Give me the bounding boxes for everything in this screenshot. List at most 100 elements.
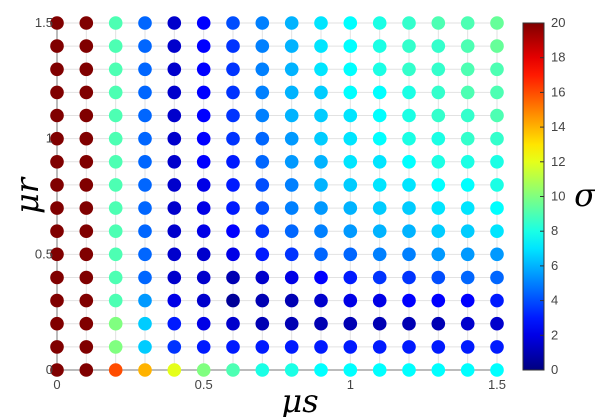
data-point [167, 108, 182, 123]
data-point [79, 155, 94, 169]
data-point [50, 62, 64, 77]
data-point [372, 201, 387, 215]
data-point [108, 155, 123, 169]
data-point [402, 39, 416, 53]
data-point [372, 16, 387, 30]
data-point [50, 224, 64, 238]
data-point [460, 85, 475, 100]
colorbar-tick-label: 16 [551, 84, 565, 99]
data-point [79, 293, 94, 308]
data-point [284, 155, 299, 169]
data-point [372, 62, 387, 77]
colorbar-tick-label: 10 [551, 189, 565, 204]
data-point [314, 108, 328, 123]
data-point [50, 131, 64, 146]
data-point [226, 316, 240, 331]
data-point [284, 108, 299, 123]
colorbar-tick-label: 14 [551, 119, 565, 134]
data-point [343, 62, 358, 77]
data-point [226, 201, 240, 215]
data-point [79, 16, 94, 30]
data-point [167, 224, 182, 238]
data-point [431, 108, 446, 123]
data-point [431, 224, 446, 238]
data-point [138, 62, 152, 77]
data-point [167, 155, 182, 169]
data-point [167, 316, 182, 331]
data-point [284, 340, 299, 354]
data-point [196, 178, 211, 192]
data-point [460, 16, 475, 30]
data-point [226, 340, 240, 354]
data-point [460, 178, 475, 192]
data-point [138, 316, 152, 331]
grid [56, 22, 498, 371]
data-point [196, 224, 211, 238]
data-point [255, 85, 270, 100]
data-point [431, 16, 446, 30]
data-point [226, 224, 240, 238]
data-point [343, 363, 358, 377]
data-point [255, 340, 270, 354]
data-point [314, 363, 328, 377]
data-point [138, 155, 152, 169]
data-point [490, 316, 504, 331]
data-point [79, 201, 94, 215]
y-tick-label: 0.5 [35, 246, 53, 261]
data-point [108, 62, 123, 77]
data-point [138, 108, 152, 123]
data-point [490, 62, 504, 77]
data-point [50, 178, 64, 192]
data-point [372, 340, 387, 354]
data-point [343, 316, 358, 331]
data-point [284, 178, 299, 192]
data-point [138, 293, 152, 308]
colorbar-tick-label: 12 [551, 154, 565, 169]
data-point [460, 316, 475, 331]
data-point [343, 293, 358, 308]
data-point [255, 293, 270, 308]
data-point [138, 85, 152, 100]
data-point [167, 62, 182, 77]
data-point [284, 224, 299, 238]
data-point [79, 85, 94, 100]
data-point [372, 247, 387, 262]
data-point [284, 131, 299, 146]
data-point [108, 293, 123, 308]
y-tick-label: 1.5 [35, 15, 53, 30]
data-point [343, 247, 358, 262]
data-point [431, 340, 446, 354]
data-point [50, 108, 64, 123]
data-point [284, 16, 299, 30]
data-point [284, 316, 299, 331]
data-point [108, 340, 123, 354]
data-point [50, 247, 64, 262]
data-point [138, 340, 152, 354]
data-point [314, 16, 328, 30]
data-point [167, 247, 182, 262]
data-point [314, 201, 328, 215]
x-tick-label: 1.5 [488, 377, 506, 392]
data-point [255, 363, 270, 377]
plot-axes [56, 23, 497, 371]
data-point [50, 363, 64, 377]
data-point [460, 62, 475, 77]
data-point [284, 363, 299, 377]
data-point [79, 62, 94, 77]
data-point [431, 247, 446, 262]
data-point [314, 85, 328, 100]
data-point [402, 316, 416, 331]
data-point [50, 340, 64, 354]
data-point [255, 155, 270, 169]
data-point [314, 247, 328, 262]
data-point [196, 155, 211, 169]
data-point [402, 293, 416, 308]
data-point [460, 155, 475, 169]
data-point [167, 16, 182, 30]
data-point [314, 270, 328, 285]
data-point [255, 201, 270, 215]
colorbar-tick-label: 0 [551, 362, 558, 377]
data-point [255, 270, 270, 285]
data-point [50, 85, 64, 100]
